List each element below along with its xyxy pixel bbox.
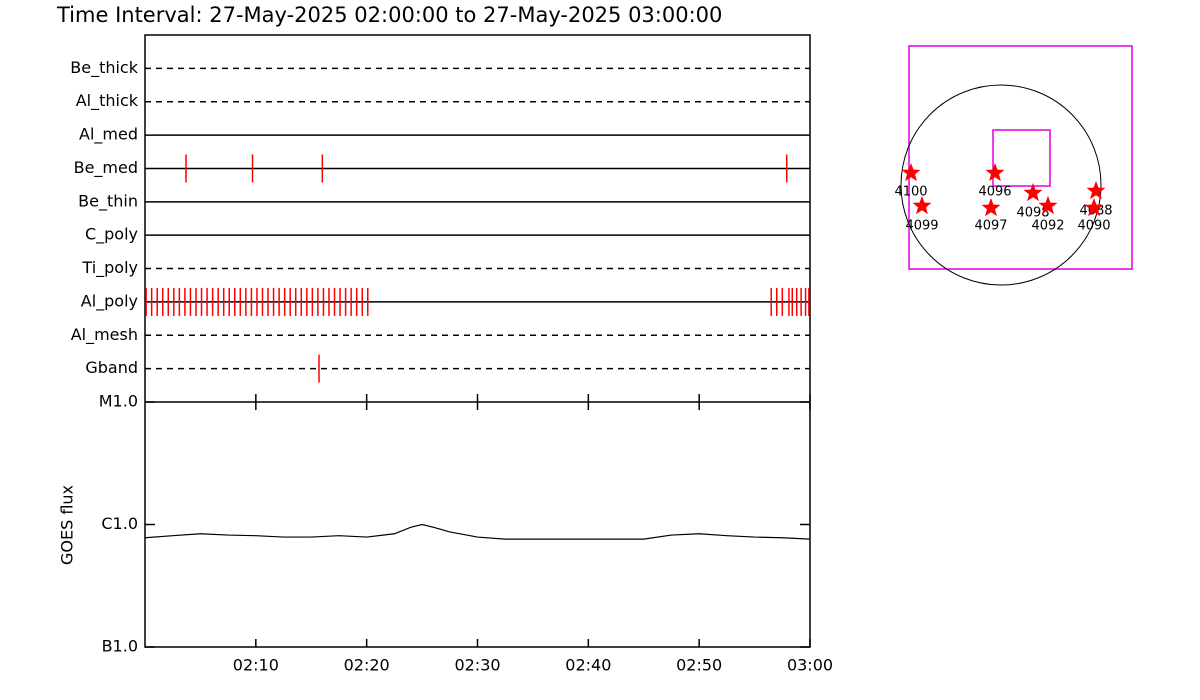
x-tick-label: 02:20 [344, 656, 390, 675]
inner-fov-box [992, 129, 1051, 187]
row-label: Be_thick [70, 58, 138, 78]
goes-line [144, 523, 811, 540]
plot-frame [144, 34, 811, 648]
row-label: C_poly [85, 225, 138, 245]
x-tick-label: 02:10 [233, 656, 279, 675]
row-label: Al_mesh [71, 325, 138, 345]
y-tick-label: B1.0 [102, 637, 138, 656]
row-label: Al_med [79, 125, 138, 145]
row-label: Al_poly [81, 291, 138, 311]
y-tick-label: M1.0 [99, 392, 138, 411]
region-star [912, 196, 932, 215]
row-label: Be_med [74, 158, 138, 178]
region-label: 4098 [1016, 206, 1049, 221]
row-label: Ti_poly [81, 258, 138, 278]
region-label: 4100 [894, 185, 927, 200]
chart-title: Time Interval: 27-May-2025 02:00:00 to 2… [56, 3, 722, 27]
region-label: 4096 [978, 185, 1011, 200]
region-star [1084, 198, 1104, 217]
region-label: 4099 [905, 219, 938, 234]
y-axis-label: GOES flux [58, 485, 77, 565]
region-star [985, 163, 1005, 182]
x-tick-label: 03:00 [787, 656, 833, 675]
region-star [1023, 183, 1043, 202]
region-label: 4092 [1031, 219, 1064, 234]
row-label: Gband [85, 358, 138, 377]
sun-map: 41004099409640974098409240884090 [894, 45, 1133, 286]
fov-box [908, 45, 1133, 270]
row-label: Be_thin [78, 191, 138, 211]
y-tick-label: C1.0 [101, 514, 138, 533]
x-tick-label: 02:50 [676, 656, 722, 675]
region-label: 4090 [1077, 219, 1110, 234]
region-star [1086, 181, 1106, 200]
x-tick-label: 02:30 [454, 656, 500, 675]
row-label: Al_thick [76, 91, 139, 111]
region-star [981, 198, 1001, 217]
region-label: 4097 [974, 219, 1007, 234]
region-star [1038, 196, 1058, 215]
x-tick-label: 02:40 [565, 656, 611, 675]
solar-limb [900, 84, 1102, 286]
region-star [901, 163, 921, 182]
